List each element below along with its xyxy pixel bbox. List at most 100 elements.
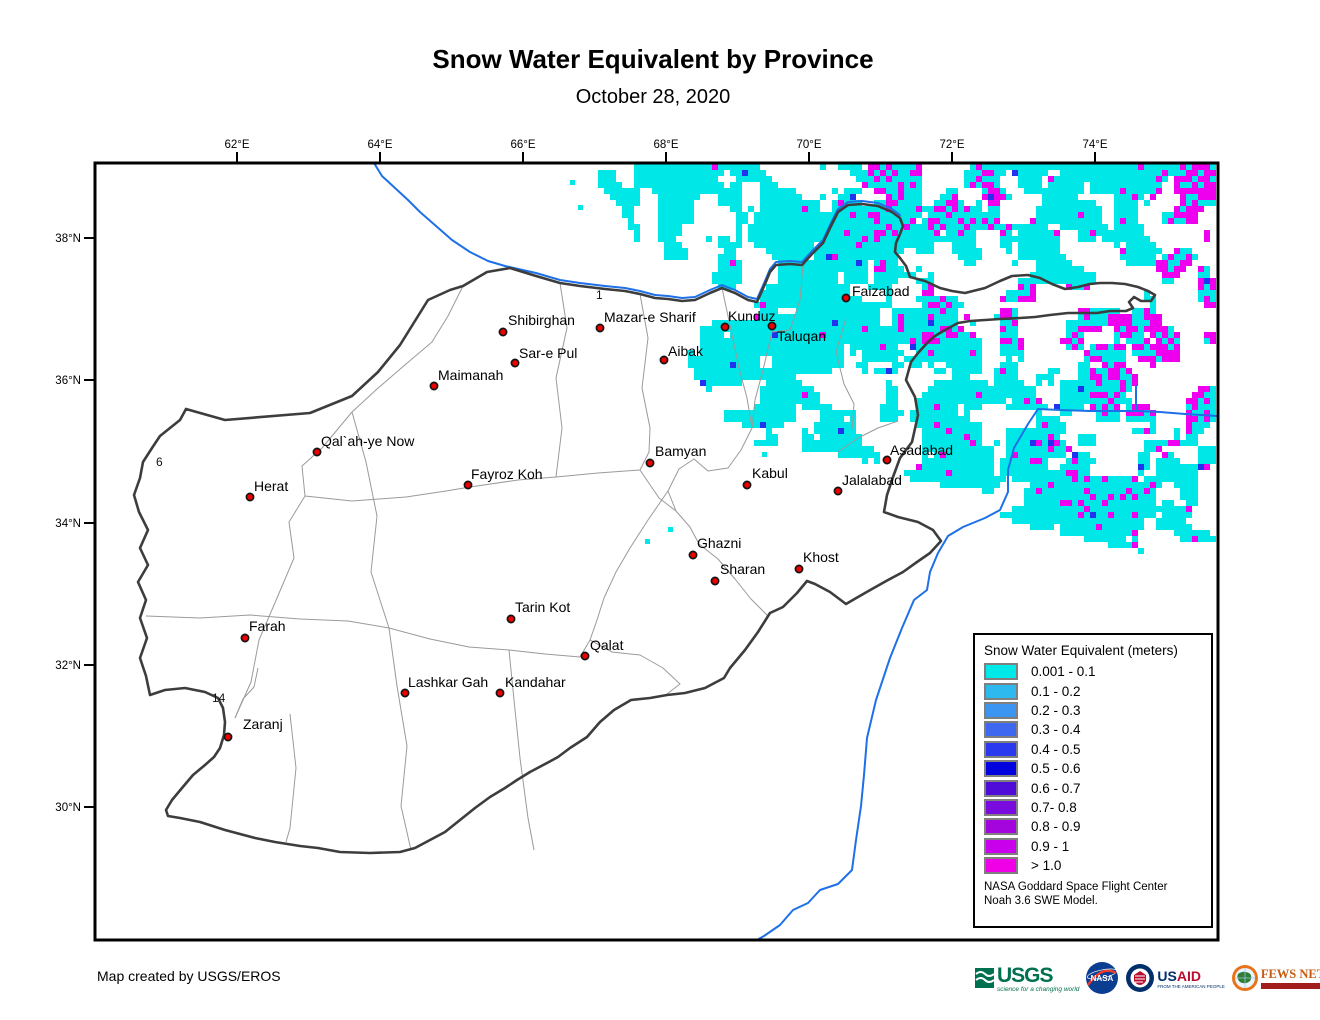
usgs-wave-icon xyxy=(975,968,995,988)
city: Maimanah xyxy=(429,367,503,391)
city: Kunduz xyxy=(720,308,775,332)
city: Shibirghan xyxy=(498,312,575,337)
city-marker xyxy=(245,492,255,502)
legend-label: 0.5 - 0.6 xyxy=(1031,761,1081,777)
legend-label: 0.7- 0.8 xyxy=(1031,799,1077,815)
province-boundary-line xyxy=(145,614,390,629)
city-label: Jalalabad xyxy=(842,472,902,488)
province-boundary-line xyxy=(667,427,753,545)
province-boundary-line xyxy=(304,486,471,502)
longitude-tick-label: 64°E xyxy=(367,139,392,151)
city-label: Shibirghan xyxy=(508,312,575,328)
stray-map-label: 14 xyxy=(212,691,226,705)
legend-label: 0.4 - 0.5 xyxy=(1031,741,1081,757)
city: Kandahar xyxy=(495,674,566,698)
usgs-logo: USGS science for a changing world xyxy=(975,964,1079,993)
legend-swatch xyxy=(984,721,1018,739)
city-label: Herat xyxy=(254,478,288,494)
longitude-tick-label: 70°E xyxy=(796,139,821,151)
legend-swatch xyxy=(984,818,1018,836)
city-label: Khost xyxy=(803,549,839,565)
city-marker xyxy=(463,480,473,490)
province-boundaries-layer xyxy=(145,264,899,851)
city-marker xyxy=(400,688,410,698)
usaid-logo: USAID FROM THE AMERICAN PEOPLE xyxy=(1125,963,1225,993)
province-boundary-line xyxy=(639,293,651,471)
city: Taluqan xyxy=(767,321,826,344)
province-boundary-line xyxy=(555,282,568,478)
city-label: Tarin Kot xyxy=(515,599,570,615)
usaid-seal-icon xyxy=(1126,964,1155,992)
city: Asadabad xyxy=(882,442,953,465)
latitude-tick-label: 34°N xyxy=(55,518,81,530)
city-label: Taluqan xyxy=(777,328,826,344)
city: Zaranj xyxy=(223,716,283,742)
city-marker xyxy=(495,688,505,698)
city-marker xyxy=(498,327,508,337)
longitude-tick-label: 66°E xyxy=(510,139,535,151)
city-marker xyxy=(223,732,233,742)
snow-raster-layer xyxy=(570,164,1216,554)
city-marker xyxy=(506,614,516,624)
province-boundary-line xyxy=(698,543,769,617)
latitude-tick-label: 30°N xyxy=(55,802,81,814)
legend-swatch xyxy=(984,779,1018,797)
city-label: Zaranj xyxy=(243,716,283,732)
legend-swatch xyxy=(984,798,1018,816)
page-subtitle: October 28, 2020 xyxy=(575,86,731,108)
legend-swatch xyxy=(984,837,1018,855)
city: Lashkar Gah xyxy=(400,674,488,698)
legend-label: 0.1 - 0.2 xyxy=(1031,683,1081,699)
latitude-tick-label: 38°N xyxy=(55,233,81,245)
nasa-meatball-icon: NASA xyxy=(1086,962,1119,994)
annotation-layer: 62°E 64°E 66°E 68°E 70°E 72°E 74°E 38°N 36°N 34°N… xyxy=(55,139,1220,942)
legend-item: 0.8 - 0.9 xyxy=(984,817,1211,836)
city-label: Sar-e Pul xyxy=(519,345,577,361)
legend-swatch xyxy=(984,663,1018,681)
country-border-layer xyxy=(132,202,1157,855)
latitude-tick-label: 36°N xyxy=(55,375,81,387)
legend-rows: 0.001 - 0.1 0.1 - 0.2 0.2 - 0.3 0.3 - 0.4 0.… xyxy=(975,662,1211,875)
city-marker xyxy=(794,564,804,574)
legend-swatch xyxy=(984,857,1018,875)
city-marker xyxy=(720,322,730,332)
province-boundary-line xyxy=(234,447,323,719)
legend-note-line2: Noah 3.6 SWE Model. xyxy=(984,894,1098,907)
city-marker xyxy=(841,293,851,303)
city-label: Mazar-e Sharif xyxy=(604,309,696,325)
legend-swatch xyxy=(984,682,1018,700)
province-boundary-line xyxy=(837,420,899,453)
river-line xyxy=(756,408,1039,939)
province-boundary-line xyxy=(751,331,773,429)
city-marker xyxy=(645,458,655,468)
city-label: Kandahar xyxy=(505,674,566,690)
city-marker xyxy=(429,381,439,391)
city-marker xyxy=(240,633,250,643)
page-title: Snow Water Equivalent by Province xyxy=(432,44,874,74)
province-boundary-line xyxy=(771,264,804,333)
legend-swatch xyxy=(984,760,1018,778)
city-label: Bamyan xyxy=(655,443,706,459)
legend-title: Snow Water Equivalent (meters) xyxy=(984,643,1178,658)
logo-strip: USGS science for a changing world NASA U xyxy=(975,955,1320,1001)
legend-item: 0.7- 0.8 xyxy=(984,798,1211,817)
fews-globe-icon xyxy=(1231,965,1258,991)
svg-text:NASA: NASA xyxy=(1091,974,1114,983)
fews-net-logo-text: FEWS NET xyxy=(1260,967,1320,981)
province-boundary-line xyxy=(285,713,297,843)
province-boundary-line xyxy=(388,627,681,695)
province-boundary-line xyxy=(508,649,535,851)
map-frame xyxy=(93,161,1220,942)
city-marker xyxy=(580,651,590,661)
usgs-logo-tagline: science for a changing world xyxy=(997,985,1080,993)
city-marker xyxy=(510,358,520,368)
city: Qalat xyxy=(580,637,624,661)
province-boundary-line xyxy=(351,411,412,851)
city-label: Kunduz xyxy=(728,308,775,324)
legend-item: 0.5 - 0.6 xyxy=(984,759,1211,778)
legend-item: 0.6 - 0.7 xyxy=(984,778,1211,797)
fews-net-logo: FEWS NET xyxy=(1231,964,1320,992)
city-label: Fayroz Koh xyxy=(471,466,543,482)
city-marker xyxy=(659,355,669,365)
city-label: Aibak xyxy=(668,343,704,359)
